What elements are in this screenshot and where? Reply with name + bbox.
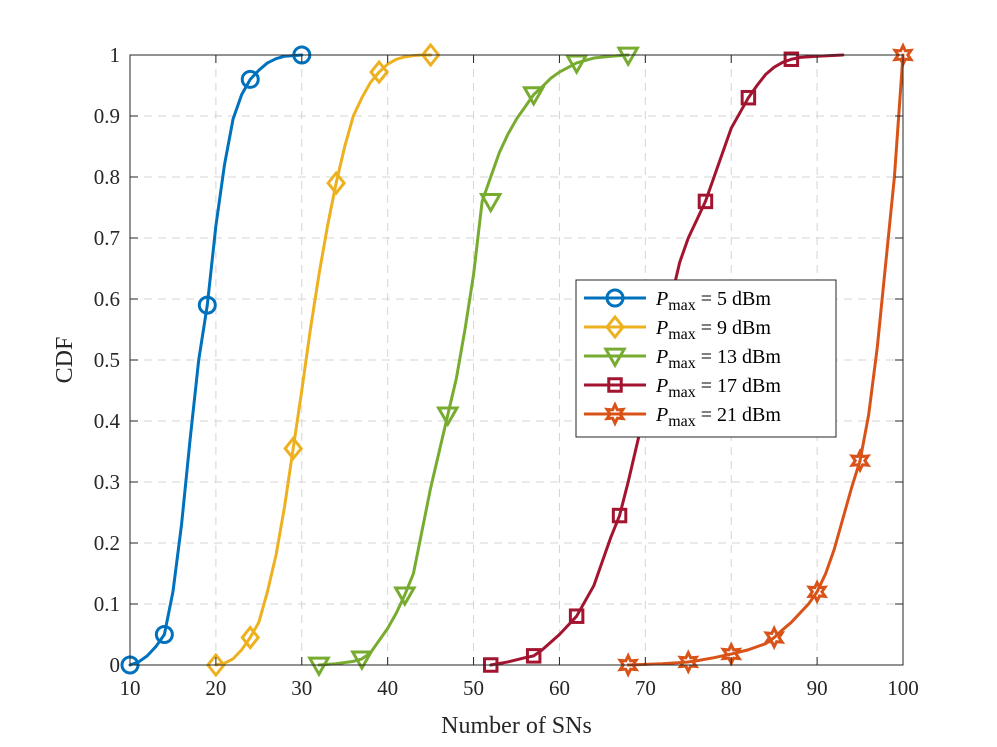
data-point-square [525,648,542,664]
x-tick-label: 90 [807,676,828,700]
legend-label: Pmax = 17 dBm [655,375,781,401]
data-point-triangle-down [393,586,417,608]
legend-item: Pmax = 17 dBm [584,375,781,401]
data-point-triangle-down [521,86,546,107]
data-point-triangle-down [564,54,589,76]
data-point-diamond [420,42,441,68]
series-line [626,53,905,667]
x-tick-label: 10 [120,676,141,700]
legend: Pmax = 5 dBm Pmax = 9 dBm Pmax = 13 dBm Pma… [575,279,837,438]
data-point-square [740,89,757,106]
data-point-triangle-down [436,406,460,428]
legend-item: Pmax = 13 dBm [584,346,781,372]
x-tick-label: 70 [635,676,656,700]
legend-item: Pmax = 21 dBm [584,401,781,430]
series-line [214,53,433,667]
data-point-triangle-down [616,46,640,68]
data-point-circle [197,295,217,315]
x-tick-label: 100 [887,676,919,700]
data-point-diamond [369,59,389,85]
data-point-square [611,507,628,524]
x-tick-label: 60 [549,676,570,700]
y-tick-label: 0.2 [94,531,120,555]
data-point-square [697,193,714,210]
legend-label: Pmax = 13 dBm [655,346,781,372]
y-tick-label: 0.9 [94,104,120,128]
data-point-triangle-down [350,650,374,672]
series-1 [120,45,312,675]
data-point-circle [605,288,625,308]
legend-item: Pmax = 5 dBm [584,288,771,314]
data-point-circle [154,625,174,644]
data-point-square [783,51,800,68]
x-axis-label: Number of SNs [441,713,592,739]
data-point-hexagram [806,579,829,605]
data-point-diamond [326,170,347,196]
y-tick-label: 0.4 [94,409,121,433]
x-tick-label: 20 [205,676,226,700]
y-tick-label: 0.3 [94,470,120,494]
y-tick-label: 0.8 [94,165,120,189]
legend-label: Pmax = 9 dBm [655,317,771,343]
data-point-hexagram [677,649,700,675]
y-tick-label: 0.5 [94,348,120,372]
data-point-hexagram [763,624,786,651]
data-point-diamond [605,314,625,340]
y-tick-label: 1 [110,43,121,67]
legend-item: Pmax = 9 dBm [584,314,771,343]
series-2 [205,42,441,678]
axis-ticks [129,54,904,666]
data-point-triangle-down [478,193,503,214]
x-tick-label: 30 [291,676,312,700]
data-point-square [568,608,585,624]
y-axis-label: CDF [52,337,78,384]
series-3 [307,46,640,678]
data-point-triangle-down [603,347,627,369]
data-point-hexagram [617,652,640,678]
data-point-diamond [283,436,304,461]
data-point-hexagram [604,401,626,427]
data-point-square [607,377,623,393]
x-tick-label: 50 [463,676,484,700]
tick-labels: 10 20 30 40 50 60 70 80 90 100 0 0.1 0.2 0.3 0.4 0.5 0.6… [94,43,919,700]
legend-label: Pmax = 21 dBm [655,404,781,430]
y-tick-label: 0.7 [94,226,120,250]
data-point-circle [240,69,260,89]
data-point-triangle-down [307,656,331,678]
y-tick-label: 0.1 [94,592,120,616]
y-tick-label: 0 [110,653,121,677]
series-5 [617,42,914,678]
x-tick-label: 40 [377,676,398,700]
series-line [317,53,630,667]
data-point-hexagram [849,447,872,474]
series-group [120,42,914,678]
x-tick-label: 80 [721,676,742,700]
data-point-diamond [240,625,261,650]
y-tick-label: 0.6 [94,287,120,311]
series-line [128,53,304,667]
data-point-diamond [205,652,226,678]
legend-label: Pmax = 5 dBm [655,288,771,314]
